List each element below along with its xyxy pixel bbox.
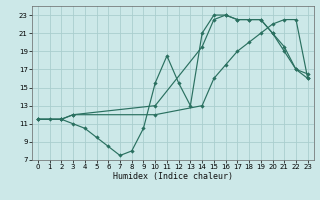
X-axis label: Humidex (Indice chaleur): Humidex (Indice chaleur) bbox=[113, 172, 233, 181]
